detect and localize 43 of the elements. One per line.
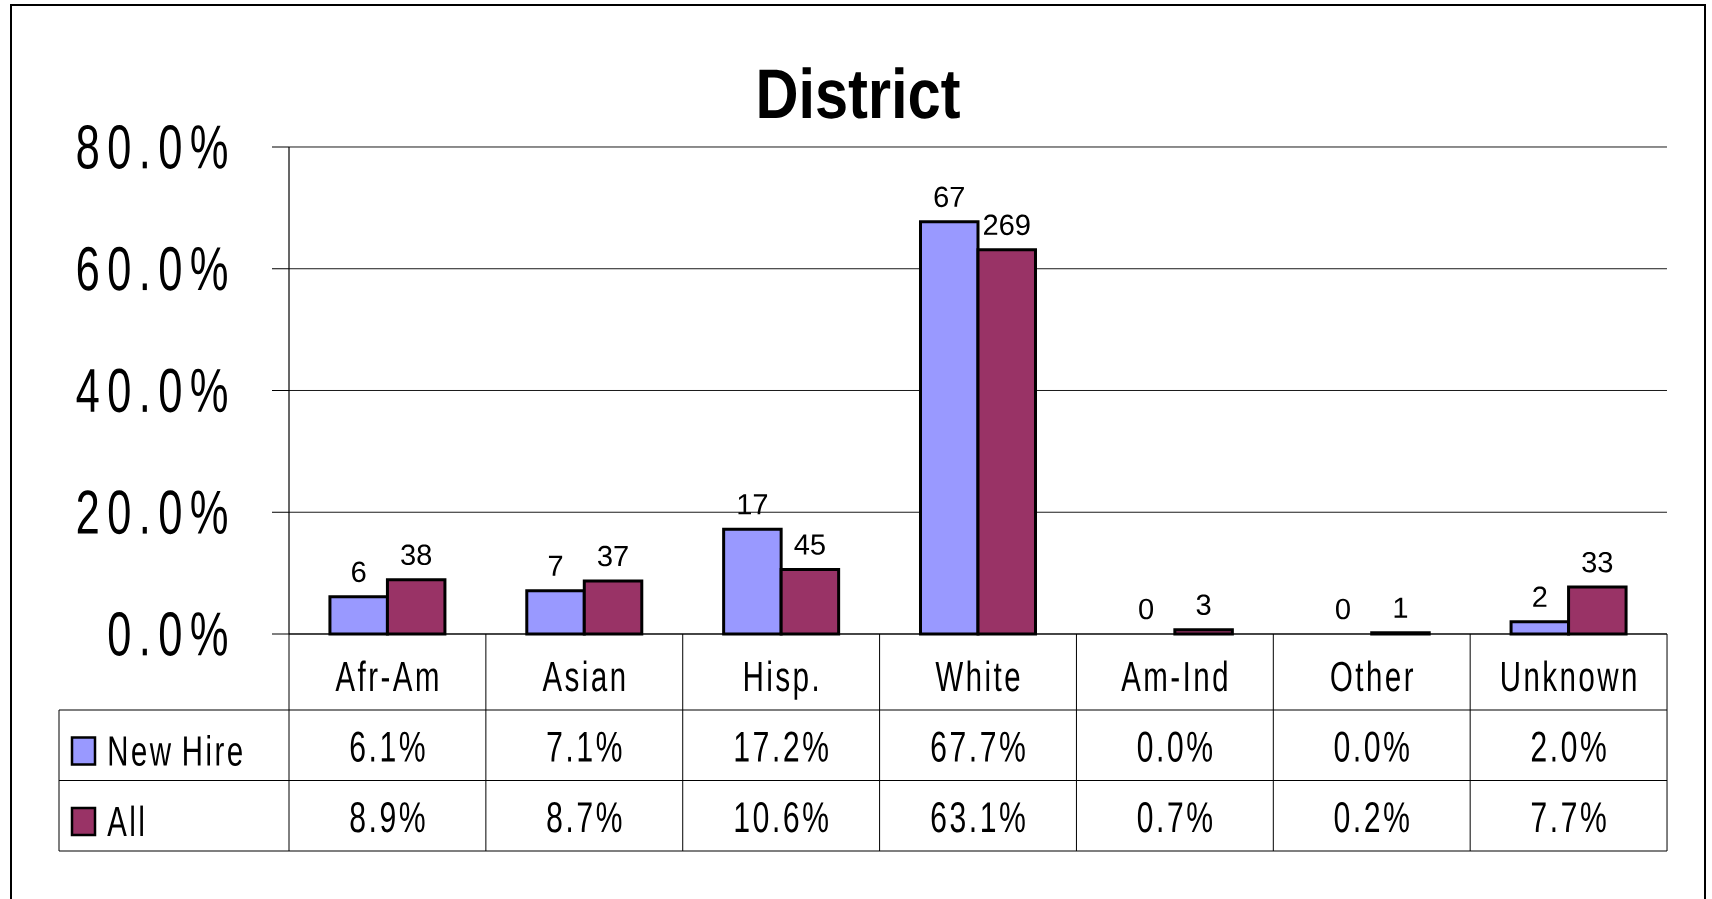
data-label: 7.7% bbox=[1531, 802, 1606, 833]
data-label: 17.2% bbox=[735, 731, 828, 762]
annotation: 67 bbox=[934, 186, 964, 208]
y-tick-label: 40.0% bbox=[76, 368, 227, 413]
data-label: 8.7% bbox=[547, 801, 622, 833]
annotation: 37 bbox=[598, 545, 628, 567]
legend-label: New Hire bbox=[109, 735, 242, 766]
annotation: 7 bbox=[548, 555, 563, 576]
data-label: 67.7% bbox=[931, 731, 1025, 762]
annotation: 1 bbox=[1394, 597, 1408, 618]
data-label: 7.1% bbox=[547, 731, 622, 762]
y-tick-label: 60.0% bbox=[77, 246, 227, 291]
data-label: 8.9% bbox=[350, 801, 425, 833]
annotation: 3 bbox=[1196, 594, 1211, 616]
data-label: 6.1% bbox=[350, 731, 425, 762]
x-tick-label: Am-Ind bbox=[1121, 660, 1227, 692]
legend-label: All bbox=[107, 805, 143, 836]
x-tick-label: White bbox=[935, 660, 1020, 692]
annotation: 17 bbox=[738, 494, 768, 515]
annotation: 0 bbox=[1139, 598, 1154, 620]
data-label: 2.0% bbox=[1531, 731, 1606, 762]
data-label: 10.6% bbox=[735, 801, 828, 833]
x-tick-label: Unknown bbox=[1502, 660, 1636, 692]
annotation: 6 bbox=[352, 561, 366, 583]
annotation: 2 bbox=[1533, 586, 1547, 607]
x-tick-label: Other bbox=[1331, 660, 1414, 692]
x-tick-label: Hisp. bbox=[745, 660, 817, 700]
annotation: 38 bbox=[401, 544, 432, 566]
data-label: 0.0% bbox=[1334, 731, 1409, 762]
data-label: 0.2% bbox=[1334, 801, 1409, 833]
data-label: 0.7% bbox=[1137, 801, 1212, 833]
data-label: 63.1% bbox=[931, 801, 1025, 833]
chart-title: District bbox=[759, 67, 960, 119]
y-tick-label: 20.0% bbox=[77, 490, 227, 535]
annotation: 0 bbox=[1336, 598, 1350, 620]
annotation: 269 bbox=[984, 214, 1030, 236]
y-tick-label: 80.0% bbox=[77, 125, 227, 169]
y-tick-label: 0.0% bbox=[108, 612, 227, 656]
x-tick-label: Afr-Am bbox=[335, 660, 438, 691]
annotation: 33 bbox=[1582, 551, 1613, 573]
annotation: 45 bbox=[794, 534, 825, 555]
x-tick-label: Asian bbox=[542, 660, 625, 692]
data-label: 0.0% bbox=[1137, 731, 1212, 762]
